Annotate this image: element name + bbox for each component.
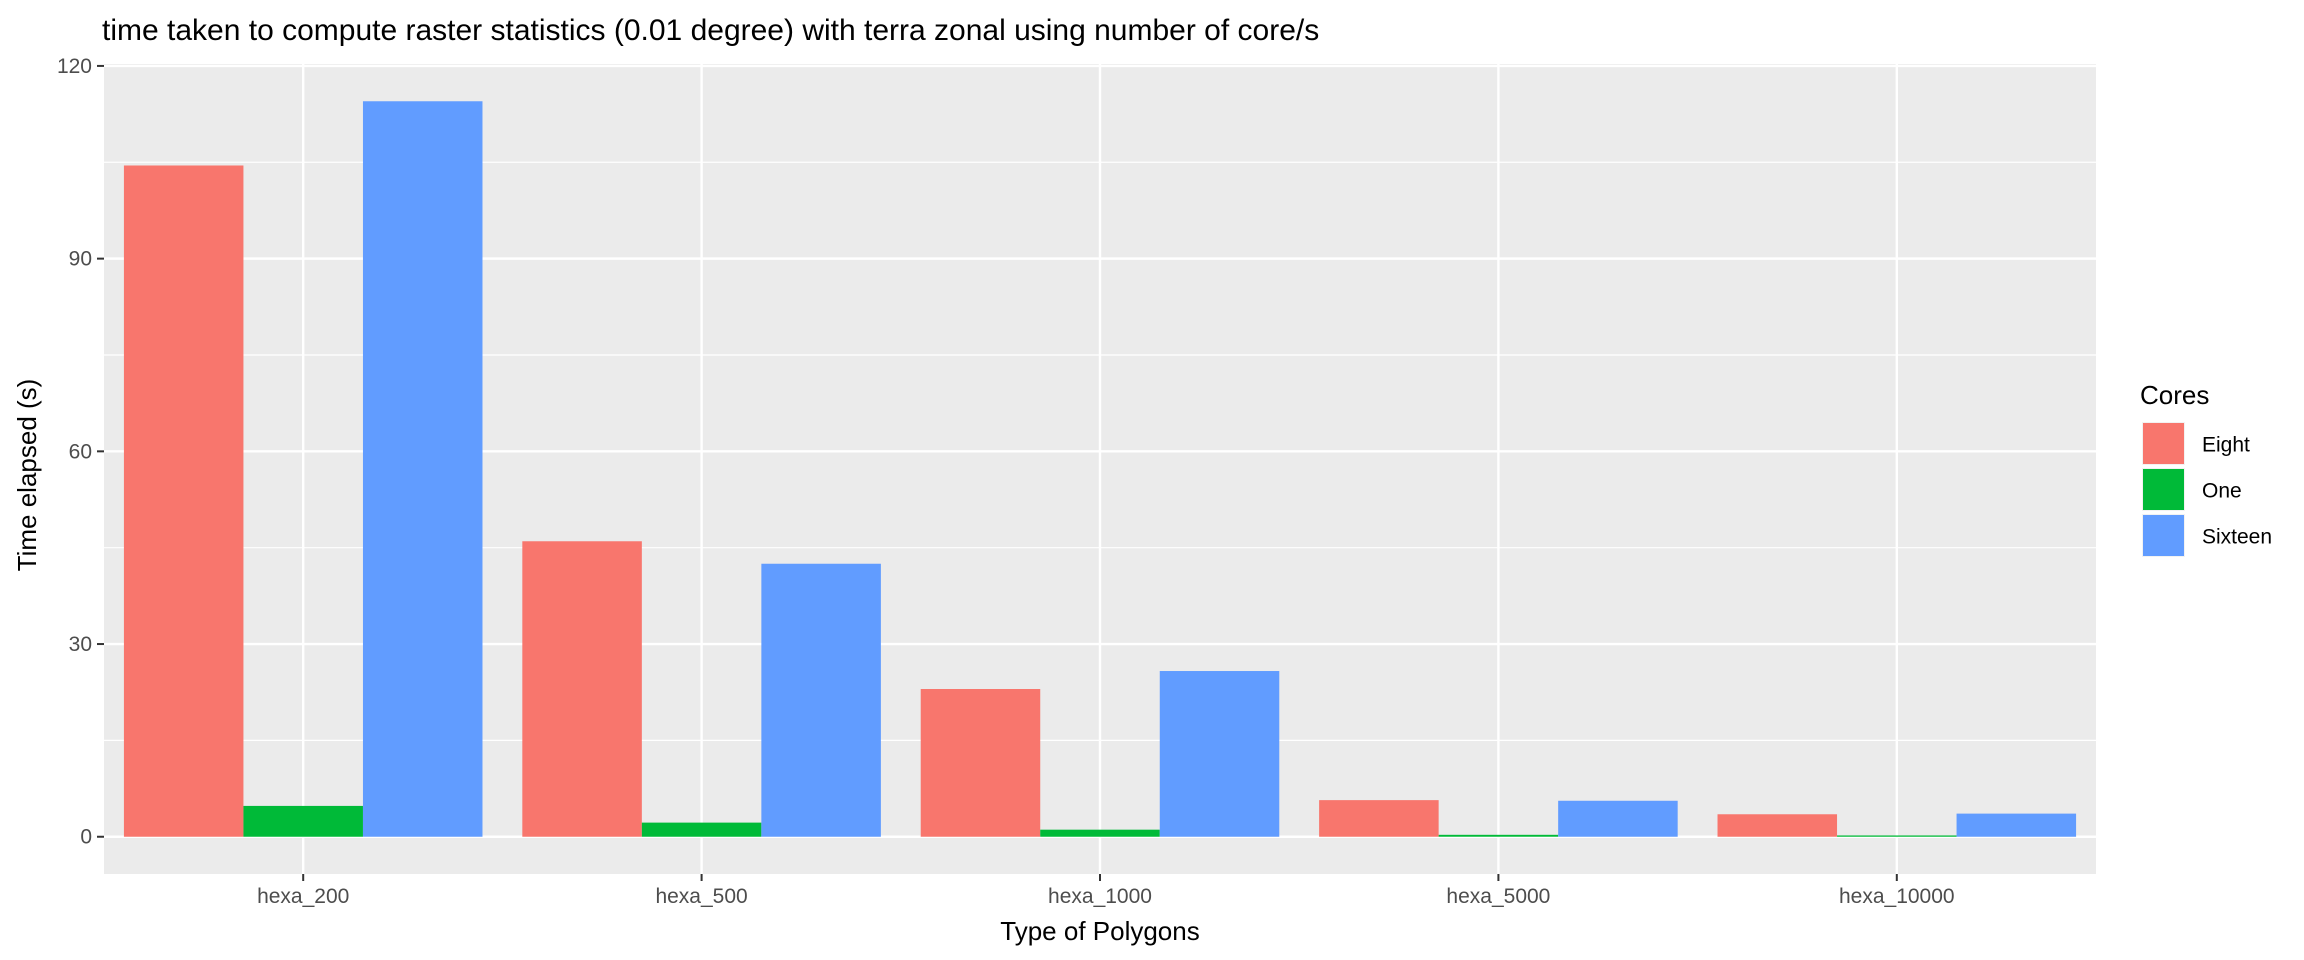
y-axis: 0 30 60 90 120 — [57, 55, 104, 849]
bar-sixteen-hexa-5000 — [1558, 800, 1678, 837]
legend: Cores Eight One Sixteen — [2140, 380, 2272, 557]
bar-sixteen-hexa-500 — [761, 563, 881, 837]
bar-eight-hexa-10000 — [1717, 814, 1838, 837]
bar-eight-hexa-200 — [123, 165, 244, 837]
legend-key-one — [2143, 469, 2184, 510]
x-axis-title: Type of Polygons — [1000, 916, 1199, 946]
bar-one-hexa-1000 — [1040, 829, 1160, 837]
x-tick-label: hexa_10000 — [1839, 885, 1955, 908]
bar-eight-hexa-5000 — [1319, 800, 1439, 837]
legend-key-sixteen — [2143, 515, 2184, 556]
bar-eight-hexa-500 — [522, 541, 642, 837]
legend-label-one: One — [2202, 480, 2242, 503]
bar-one-hexa-10000 — [1837, 835, 1957, 837]
bar-sixteen-hexa-200 — [362, 101, 483, 837]
legend-label-eight: Eight — [2202, 434, 2250, 457]
y-tick-label: 0 — [80, 826, 92, 849]
y-axis-title: Time elapsed (s) — [12, 379, 42, 572]
bar-sixteen-hexa-10000 — [1956, 813, 2077, 837]
x-tick-label: hexa_200 — [257, 885, 349, 908]
y-tick-label: 60 — [69, 440, 92, 463]
legend-title: Cores — [2140, 380, 2209, 410]
bar-one-hexa-500 — [641, 822, 762, 837]
bar-one-hexa-5000 — [1438, 834, 1559, 837]
bar-eight-hexa-1000 — [920, 689, 1041, 837]
legend-label-sixteen: Sixteen — [2202, 526, 2272, 549]
bar-sixteen-hexa-1000 — [1159, 671, 1280, 837]
y-tick-label: 120 — [57, 55, 92, 78]
chart-title: time taken to compute raster statistics … — [102, 14, 1319, 47]
legend-key-eight — [2143, 423, 2184, 464]
y-tick-label: 90 — [69, 248, 92, 271]
bar-one-hexa-200 — [243, 805, 363, 837]
bars — [123, 101, 2077, 837]
y-tick-label: 30 — [69, 633, 92, 656]
x-tick-label: hexa_1000 — [1048, 885, 1152, 908]
x-tick-label: hexa_500 — [655, 885, 747, 908]
x-axis: hexa_200 hexa_500 hexa_1000 hexa_5000 hexa_1… — [257, 874, 1955, 908]
x-tick-label: hexa_5000 — [1446, 885, 1550, 908]
